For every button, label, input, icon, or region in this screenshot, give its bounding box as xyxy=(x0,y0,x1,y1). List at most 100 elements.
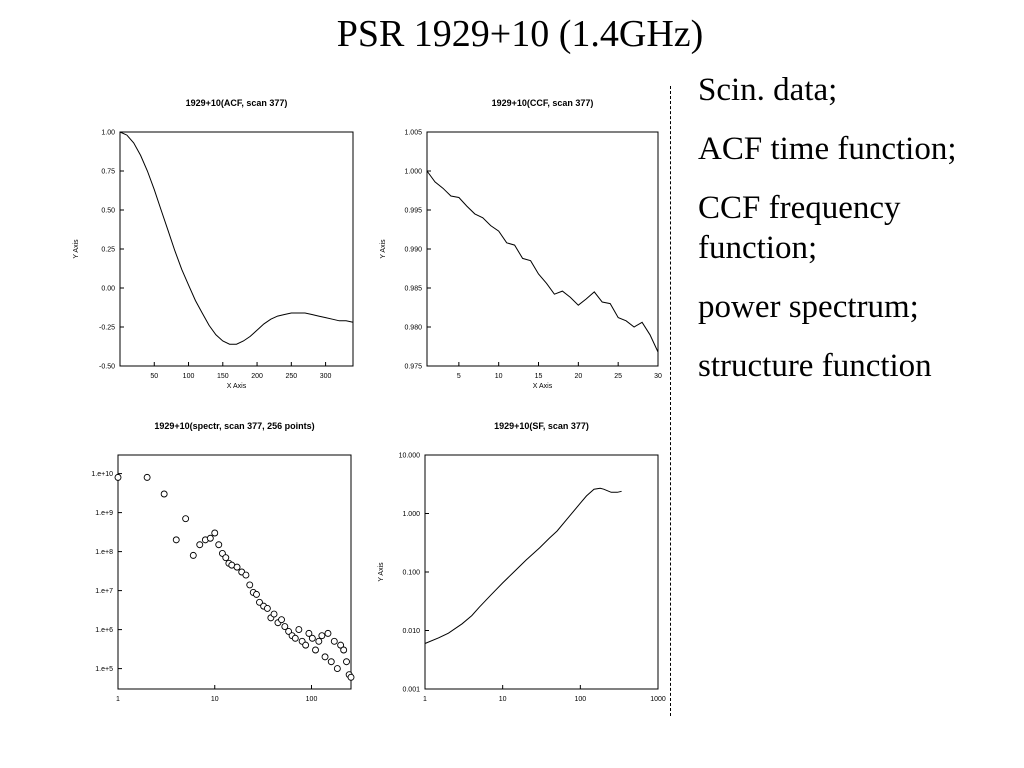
x-tick-label: 15 xyxy=(535,373,543,380)
y-tick-label: 0.995 xyxy=(404,208,422,215)
y-tick-label: 0.980 xyxy=(404,325,422,332)
data-point xyxy=(215,541,223,549)
note-item: power spectrum; xyxy=(698,289,919,325)
note-item: Scin. data; xyxy=(698,72,838,108)
x-tick-label: 25 xyxy=(614,373,622,380)
data-point xyxy=(347,673,355,681)
y-tick-label: 1.e+6 xyxy=(95,627,113,634)
data-point xyxy=(343,658,350,666)
y-tick-label: 0.75 xyxy=(101,169,115,176)
y-tick-label: 0.25 xyxy=(101,247,115,254)
y-tick-label: 0.990 xyxy=(404,247,422,254)
data-point xyxy=(321,653,329,661)
data-point xyxy=(242,571,250,579)
data-point xyxy=(222,554,230,562)
data-point xyxy=(256,598,263,606)
plot-frame xyxy=(424,454,659,690)
ccf-chart: 1929+10(CCF, scan 377) 5 10 15 20 25 30 0.975 0.… xyxy=(380,98,662,390)
data-point xyxy=(315,637,323,645)
y-tick-label: 1.e+5 xyxy=(95,666,113,673)
x-tick-label: 100 xyxy=(306,696,318,703)
data-point xyxy=(337,641,345,649)
data-point xyxy=(211,529,219,537)
data-point xyxy=(182,515,190,523)
acf-chart: 1929+10(ACF, scan 377) 50 100 150 200 250 300 -… xyxy=(73,98,354,390)
x-tick-label: 100 xyxy=(574,696,586,703)
data-point xyxy=(114,473,122,481)
x-tick-label: 20 xyxy=(574,373,582,380)
x-tick-label: 10 xyxy=(211,696,219,703)
note-item: CCF frequency function; xyxy=(698,190,901,266)
y-tick-label: 0.001 xyxy=(402,687,420,694)
x-tick-label: 5 xyxy=(457,373,461,380)
x-tick-label: 100 xyxy=(183,373,195,380)
dashed-divider xyxy=(670,86,671,716)
data-point xyxy=(172,536,180,544)
y-tick-label: 0.010 xyxy=(402,628,420,635)
x-tick-label: 10 xyxy=(499,696,507,703)
data-point xyxy=(291,634,299,642)
plot-frame xyxy=(119,131,354,367)
data-point xyxy=(318,632,326,640)
note-item: ACF time function; xyxy=(698,131,957,167)
y-axis-label: Y Axis xyxy=(73,239,80,259)
chart-title: 1929+10(spectr, scan 377, 256 points) xyxy=(154,421,314,431)
data-point xyxy=(270,610,278,618)
data-point xyxy=(327,658,335,666)
data-point xyxy=(263,604,271,612)
x-tick-label: 30 xyxy=(654,373,662,380)
y-tick-label: 1.00 xyxy=(101,130,115,137)
note-item: structure function xyxy=(698,348,932,384)
y-tick-label: 0.100 xyxy=(402,570,420,577)
x-axis-label: X Axis xyxy=(533,383,553,390)
y-tick-label: 0.00 xyxy=(101,286,115,293)
y-tick-label: 1.000 xyxy=(404,169,422,176)
spectrum-chart-panel: 1929+10(spectr, scan 377, 256 points) 1 10… xyxy=(70,415,360,720)
notes-list: Scin. data; ACF time function; CCF frequ… xyxy=(698,70,1018,405)
data-point xyxy=(295,626,303,634)
series-line xyxy=(424,487,622,644)
y-tick-label: 1.e+9 xyxy=(95,510,113,517)
data-point xyxy=(189,551,197,559)
x-axis-label: X Axis xyxy=(227,383,247,390)
x-tick-label: 1 xyxy=(116,696,120,703)
y-axis-label: Y Axis xyxy=(380,239,387,259)
data-point xyxy=(308,634,316,642)
data-point xyxy=(302,641,310,649)
x-tick-label: 50 xyxy=(150,373,158,380)
chart-title: 1929+10(SF, scan 377) xyxy=(494,421,589,431)
series-line xyxy=(119,131,354,345)
data-point xyxy=(160,490,168,498)
data-point xyxy=(281,623,289,630)
x-tick-label: 150 xyxy=(217,373,229,380)
plot-frame xyxy=(117,454,352,690)
slide-title: PSR 1929+10 (1.4GHz) xyxy=(336,13,704,55)
data-point xyxy=(333,665,341,673)
y-tick-label: 1.005 xyxy=(404,130,422,137)
sf-chart-panel: 1929+10(SF, scan 377) 1 10 100 1000 0.001 0.01… xyxy=(370,415,666,720)
y-tick-label: 1.e+10 xyxy=(91,471,113,478)
acf-chart-panel: 1929+10(ACF, scan 377) 50 100 150 200 250 300 -… xyxy=(60,92,360,402)
y-tick-label: -0.25 xyxy=(99,325,115,332)
data-point xyxy=(253,590,260,598)
x-tick-label: 10 xyxy=(495,373,503,380)
y-tick-label: 10.000 xyxy=(399,453,421,460)
y-tick-label: 0.985 xyxy=(404,286,422,293)
data-point xyxy=(196,541,204,549)
data-point xyxy=(340,646,348,654)
sf-chart: 1929+10(SF, scan 377) 1 10 100 1000 0.001 0.01… xyxy=(378,421,666,703)
y-tick-label: -0.50 xyxy=(99,364,115,371)
y-tick-label: 1.e+8 xyxy=(95,549,113,556)
x-tick-label: 1 xyxy=(423,696,427,703)
data-point xyxy=(143,473,151,481)
plot-frame xyxy=(426,131,659,367)
data-point xyxy=(246,581,254,589)
x-tick-label: 200 xyxy=(251,373,263,380)
y-tick-label: 0.50 xyxy=(101,208,115,215)
x-tick-label: 300 xyxy=(320,373,332,380)
data-point xyxy=(312,646,319,654)
chart-title: 1929+10(CCF, scan 377) xyxy=(492,98,594,108)
data-point xyxy=(278,616,285,624)
data-point xyxy=(305,629,313,637)
chart-title: 1929+10(ACF, scan 377) xyxy=(186,98,288,108)
